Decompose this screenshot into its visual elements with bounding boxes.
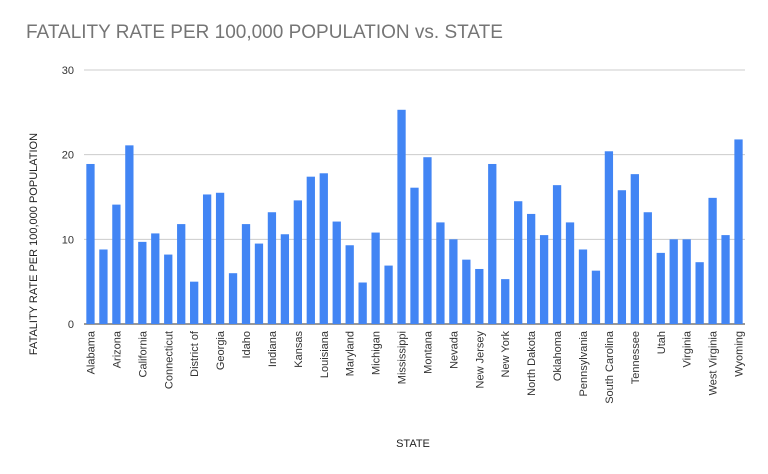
x-tick-label: Indiana	[267, 330, 279, 367]
bar-georgia	[215, 192, 225, 324]
y-tick-label: 10	[62, 234, 74, 246]
x-tick-label: North Dakota	[526, 330, 538, 396]
bar-california	[138, 241, 147, 324]
bar-minnesota	[384, 265, 393, 324]
bar-new-mexico	[488, 163, 497, 324]
bar-oklahoma	[552, 185, 562, 324]
bar-montana	[423, 157, 432, 324]
bar-florida	[202, 194, 212, 324]
bar-alabama	[86, 163, 95, 324]
x-tick-label: Arizona	[111, 330, 123, 368]
bar-rhode-island	[591, 270, 601, 324]
x-tick-label: Oklahoma	[552, 330, 564, 381]
bar-massachusetts	[358, 282, 367, 324]
bar-wisconsin	[721, 235, 730, 324]
bar-michigan	[371, 232, 380, 324]
bar-hawaii	[228, 273, 238, 324]
x-tick-label: Virginia	[682, 330, 694, 367]
y-tick-label: 20	[62, 150, 74, 162]
y-axis-ticks: 0 10 20 30	[62, 65, 74, 331]
x-tick-label: Alabama	[85, 330, 97, 374]
x-tick-label: Michigan	[371, 331, 383, 375]
bar-nebraska	[436, 222, 445, 324]
bar-kentucky	[306, 176, 315, 324]
bar-idaho	[241, 224, 251, 324]
x-tick-label: Maryland	[345, 331, 357, 376]
x-tick-label: Idaho	[241, 331, 253, 359]
bar-oregon	[565, 222, 575, 324]
y-tick-label: 0	[68, 319, 74, 331]
bar-district-of	[190, 281, 199, 324]
x-tick-label: Mississippi	[397, 331, 409, 384]
x-tick-label: Utah	[656, 331, 668, 354]
x-tick-label: South Carolina	[604, 330, 616, 404]
x-tick-label: Louisiana	[319, 330, 331, 378]
bar-texas	[643, 212, 652, 324]
chart-title: FATALITY RATE PER 100,000 POPULATION vs.…	[26, 22, 503, 43]
bar-kansas	[293, 200, 302, 324]
x-tick-label: District of	[189, 330, 201, 377]
bar-north-dakota	[527, 213, 536, 324]
x-tick-label: New York	[500, 331, 512, 378]
bar-indiana	[267, 212, 277, 324]
bar-missouri	[410, 187, 419, 324]
bar-north-carolina	[514, 201, 523, 324]
bar-iowa	[280, 234, 290, 324]
x-tick-label: Kansas	[293, 331, 305, 368]
x-axis-ticks: Alabama Arizona California Connecticut Distr…	[85, 330, 745, 404]
bar-colorado	[151, 233, 160, 324]
bar-utah	[656, 252, 665, 324]
x-tick-label: Georgia	[215, 330, 227, 370]
bar-south-dakota	[617, 190, 627, 324]
bar-new-york	[501, 279, 510, 324]
bar-alaska	[99, 249, 108, 324]
bar-maryland	[345, 245, 354, 324]
bar-virginia	[682, 239, 691, 324]
x-axis-title: STATE	[396, 438, 430, 450]
x-tick-label: California	[137, 330, 149, 377]
x-tick-label: Nevada	[448, 330, 460, 369]
x-tick-label: Montana	[422, 330, 434, 374]
bar-washington	[695, 262, 704, 324]
bar-pennsylvania	[578, 249, 588, 324]
bar-vermont	[669, 239, 678, 324]
bars	[86, 109, 743, 324]
bar-delaware	[177, 224, 186, 324]
bar-maine	[332, 221, 341, 324]
x-tick-label: Tennessee	[630, 331, 642, 384]
x-tick-label: Pennsylvania	[578, 330, 590, 396]
bar-ohio	[539, 235, 549, 324]
bar-tennessee	[630, 174, 639, 324]
bar-south-carolina	[604, 151, 614, 324]
x-tick-label: West Virginia	[708, 330, 720, 395]
bar-louisiana	[319, 173, 328, 324]
bar-west-virginia	[708, 197, 717, 324]
bar-wyoming	[734, 139, 743, 324]
x-tick-label: Wyoming	[734, 331, 746, 377]
bar-new-jersey	[475, 268, 484, 324]
y-axis-title: FATALITY RATE PER 100,000 POPULATION	[28, 133, 40, 355]
bar-arkansas	[125, 145, 134, 324]
bar-connecticut	[164, 254, 173, 324]
bar-mississippi	[397, 109, 406, 324]
x-tick-label: Connecticut	[163, 331, 175, 389]
bar-new-hampshire	[462, 259, 471, 324]
bar-illinois	[254, 243, 264, 324]
bar-arizona	[112, 204, 121, 324]
bar-nevada	[449, 239, 458, 324]
y-tick-label: 30	[62, 65, 74, 77]
x-tick-label: New Jersey	[474, 331, 486, 389]
